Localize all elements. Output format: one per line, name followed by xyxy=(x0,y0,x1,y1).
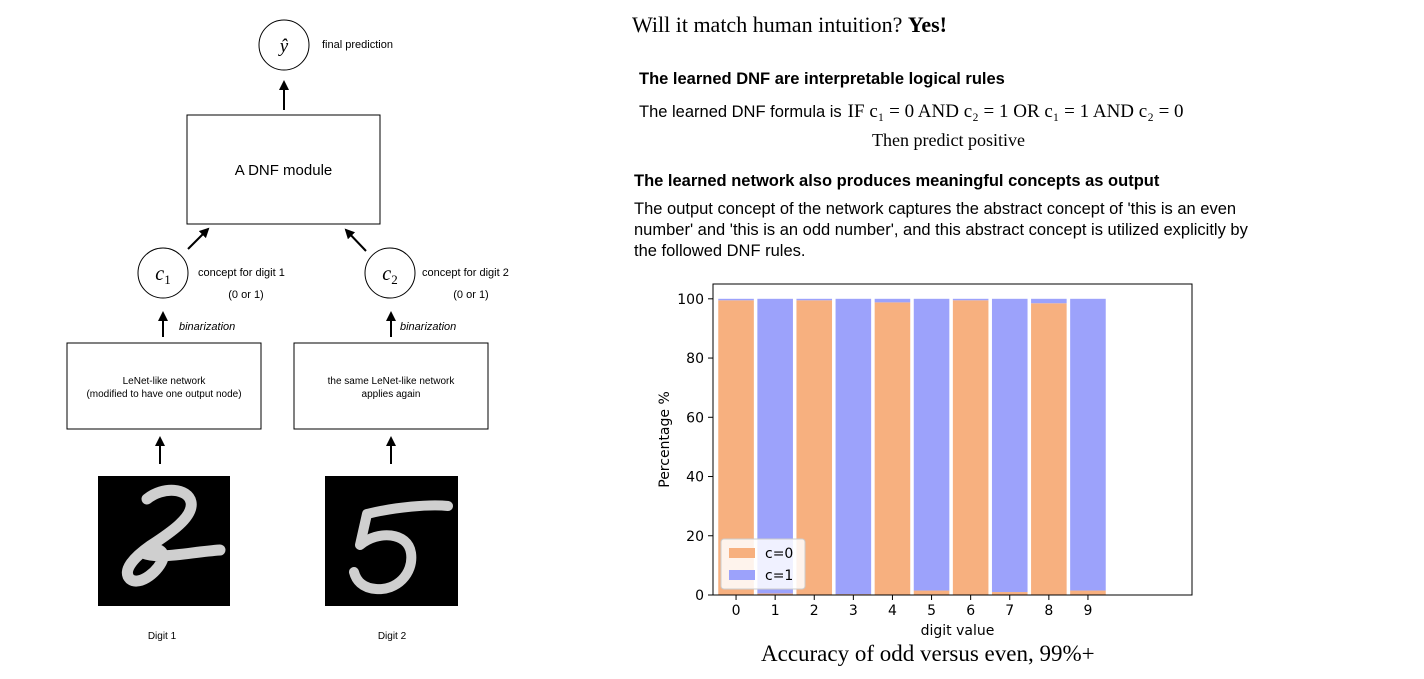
y-tick-label-0: 0 xyxy=(695,588,704,604)
concept1-range: (0 or 1) xyxy=(228,289,263,301)
bar-c1-digit-5 xyxy=(913,298,950,591)
x-tick-label-3: 3 xyxy=(849,603,858,619)
bar-c0-digit-9 xyxy=(1070,590,1106,595)
arrow-c1-to-dnf xyxy=(187,227,210,250)
output-node xyxy=(258,19,310,71)
x-tick-label-5: 5 xyxy=(927,603,936,619)
bar-c0-digit-1 xyxy=(757,593,793,595)
arrow-c2-to-dnf xyxy=(344,228,367,252)
dnf-module-label: A DNF module xyxy=(235,162,333,179)
dnf-module-box xyxy=(186,114,381,225)
concept2-label: concept for digit 2 xyxy=(422,267,509,279)
concept1-label: concept for digit 1 xyxy=(198,267,285,279)
headline-prefix: Will it match human intuition? xyxy=(632,12,908,37)
bar-c1-digit-3 xyxy=(835,298,872,595)
rules-heading: The learned DNF are interpretable logica… xyxy=(639,70,1005,88)
y-tick-label-40: 40 xyxy=(686,470,704,486)
x-tick-label-4: 4 xyxy=(888,603,897,619)
concepts-heading: The learned network also produces meanin… xyxy=(634,172,1160,190)
network2-line1: the same LeNet-like network xyxy=(328,376,456,387)
headline-bold: Yes! xyxy=(907,12,948,37)
x-axis-label: digit value xyxy=(921,623,995,639)
plot-frame xyxy=(712,283,1193,596)
bar-c0-digit-7 xyxy=(991,592,1028,595)
legend-swatch-c1 xyxy=(729,570,755,580)
x-tick-label-8: 8 xyxy=(1044,603,1053,619)
network1-line2: (modified to have one output node) xyxy=(86,389,241,400)
binarization-label-2: binarization xyxy=(400,321,456,333)
digit2-image xyxy=(325,476,458,606)
digit1-image xyxy=(98,476,230,606)
formula-line: The learned DNF formula is IF c₁ = 0 AND … xyxy=(639,101,1184,123)
x-tick-label-1: 1 xyxy=(771,603,780,619)
network1-box xyxy=(66,342,262,430)
y-axis-label: Percentage % xyxy=(657,391,673,488)
legend-label-c1: c=1 xyxy=(765,568,793,584)
chart-caption: Accuracy of odd versus even, 99%+ xyxy=(761,641,1095,666)
network1-line1: LeNet-like network xyxy=(123,376,207,387)
concepts-paragraph: The output concept of the network captur… xyxy=(634,200,1248,260)
x-tick-label-2: 2 xyxy=(810,603,819,619)
binarization-label-1: binarization xyxy=(179,321,235,333)
bar-c0-digit-6 xyxy=(952,300,989,595)
x-tick-label-9: 9 xyxy=(1083,603,1092,619)
x-tick-label-6: 6 xyxy=(966,603,975,619)
legend-label-c0: c=0 xyxy=(765,546,793,562)
concept2-node xyxy=(364,247,416,299)
digit2-caption: Digit 2 xyxy=(378,631,407,642)
y-tick-label-80: 80 xyxy=(686,351,704,367)
formula-prefix: The learned DNF formula is xyxy=(639,103,842,121)
y-tick-label-60: 60 xyxy=(686,410,704,426)
bar-c1-digit-4 xyxy=(874,298,911,303)
digit-concept-chart: 0 20 40 60 80 100 0 1 2 3 4 5 6 7 8 9 digit value Percent… xyxy=(657,283,1193,639)
bar-c1-digit-7 xyxy=(991,298,1028,593)
legend-swatch-c0 xyxy=(729,548,755,558)
formula-expression: IF c₁ = 0 AND c₂ = 1 OR c₁ = 1 AND c₂ = … xyxy=(847,101,1184,122)
bar-c1-digit-0 xyxy=(718,298,754,301)
concept1-symbol: c1 xyxy=(155,263,170,287)
bar-c1-digit-8 xyxy=(1031,298,1067,304)
x-tick-label-0: 0 xyxy=(732,603,741,619)
digit1-caption: Digit 1 xyxy=(148,631,177,642)
network2-line2: applies again xyxy=(362,389,421,400)
formula-then: Then predict positive xyxy=(872,130,1025,150)
output-node-symbol: ŷ xyxy=(278,36,289,57)
architecture-diagram: ŷ final prediction A DNF module c1 conce… xyxy=(66,19,509,642)
concept1-node xyxy=(137,247,189,299)
y-tick-label-20: 20 xyxy=(686,529,704,545)
bar-c0-digit-5 xyxy=(913,590,950,595)
concept2-symbol: c2 xyxy=(382,263,397,287)
bar-c0-digit-8 xyxy=(1031,303,1067,595)
bar-c0-digit-4 xyxy=(874,302,911,595)
bar-c1-digit-6 xyxy=(952,298,989,301)
headline: Will it match human intuition? Yes! xyxy=(632,12,947,38)
x-tick-label-7: 7 xyxy=(1005,603,1014,619)
y-tick-label-100: 100 xyxy=(677,292,704,308)
output-label: final prediction xyxy=(322,39,393,51)
bar-c1-digit-2 xyxy=(796,298,833,301)
concept2-range: (0 or 1) xyxy=(453,289,488,301)
network2-box xyxy=(293,342,489,430)
bar-c1-digit-9 xyxy=(1070,298,1106,591)
